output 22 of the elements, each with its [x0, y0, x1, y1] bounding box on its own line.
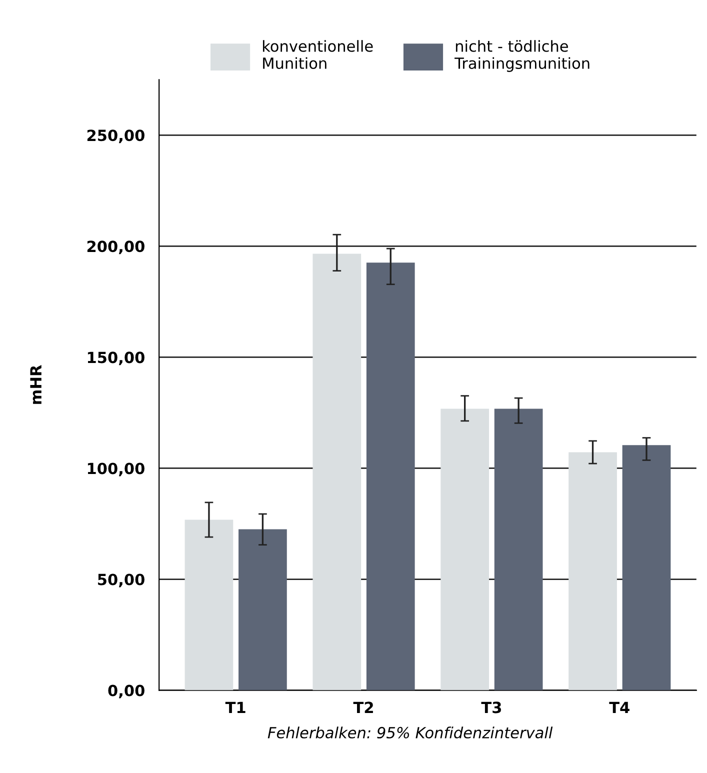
bar — [312, 254, 362, 690]
y-tick-label: 100,00 — [88, 462, 144, 476]
x-tick-label: T3 — [481, 702, 502, 714]
y-tick-label: 50,00 — [98, 574, 144, 588]
y-tick-label: 0,00 — [108, 684, 144, 698]
x-tick-label: T1 — [225, 702, 246, 714]
bar — [568, 452, 617, 690]
bar — [622, 445, 671, 690]
y-axis-title: mHR — [30, 365, 42, 404]
legend-label: konventionelle Munition — [262, 40, 373, 70]
bar — [366, 262, 415, 690]
bar — [494, 408, 543, 690]
bar — [238, 529, 287, 690]
bar — [440, 408, 490, 690]
text: Fehlerbalken: 95% Konfidenzintervall — [268, 726, 553, 738]
x-tick-label: T2 — [353, 702, 373, 714]
y-tick-label: 200,00 — [87, 240, 144, 254]
x-tick-label: T4 — [609, 702, 630, 714]
y-tick-label: 250,00 — [87, 130, 144, 144]
bar — [184, 520, 234, 690]
y-tick-label: 150,00 — [88, 352, 144, 366]
legend-label: nicht - tödliche Trainingsmunition — [454, 40, 590, 72]
